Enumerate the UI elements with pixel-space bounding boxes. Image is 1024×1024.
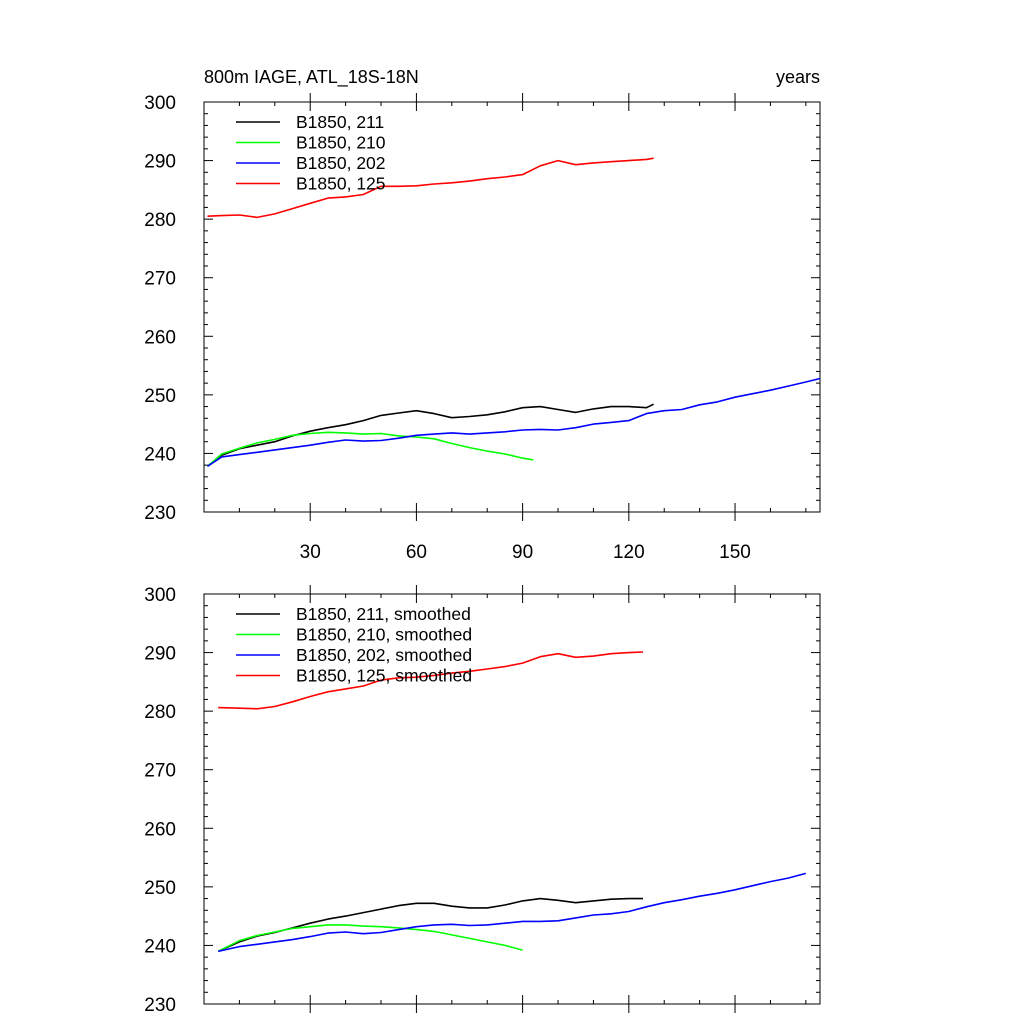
y-tick-label: 270 bbox=[144, 761, 176, 782]
y-tick-label: 300 bbox=[144, 585, 176, 606]
y-tick-label: 250 bbox=[144, 878, 176, 899]
plot-frame bbox=[203, 101, 821, 513]
series-line-1 bbox=[217, 924, 523, 953]
legend-label: B1850, 125, smoothed bbox=[296, 666, 472, 686]
series-line-1 bbox=[206, 431, 534, 467]
y-tick-label: 270 bbox=[144, 269, 176, 290]
y-tick-label: 230 bbox=[144, 503, 176, 524]
y-tick-label: 250 bbox=[144, 386, 176, 407]
y-tick-label: 240 bbox=[144, 444, 176, 465]
series-line-2 bbox=[218, 872, 807, 953]
series-line-3 bbox=[207, 157, 654, 219]
x-tick-label: 60 bbox=[406, 542, 427, 563]
y-tick-label: 290 bbox=[144, 152, 176, 173]
plot-frame bbox=[203, 593, 821, 1005]
x-tick-label: 120 bbox=[613, 542, 645, 563]
x-tick-label: 90 bbox=[512, 542, 533, 563]
top-panel: 230 240 250 260 270 280 290 300 30 60 90 120 150 B185… bbox=[144, 93, 821, 563]
bottom-panel: 230 240 250 260 270 280 290 300 B1850, 211, smoo… bbox=[144, 585, 821, 1016]
y-tick-label: 290 bbox=[144, 644, 176, 665]
legend-label: B1850, 202, smoothed bbox=[296, 645, 472, 665]
y-tick-label: 260 bbox=[144, 327, 176, 348]
y-tick-label: 260 bbox=[144, 819, 176, 840]
x-tick-label: 150 bbox=[719, 542, 751, 563]
series-line-2 bbox=[207, 377, 821, 467]
legend-label: B1850, 211, smoothed bbox=[296, 604, 471, 624]
chart-title: 800m IAGE, ATL_18S-18N bbox=[204, 67, 419, 88]
legend-label: B1850, 211 bbox=[296, 112, 384, 132]
x-tick-label: 30 bbox=[300, 542, 321, 563]
legend-label: B1850, 202 bbox=[296, 153, 386, 173]
chart-unit-label: years bbox=[776, 67, 820, 87]
legend-label: B1850, 210 bbox=[296, 133, 386, 153]
y-tick-label: 280 bbox=[144, 702, 176, 723]
y-tick-label: 300 bbox=[144, 93, 176, 114]
series-line-3 bbox=[218, 651, 644, 710]
legend-label: B1850, 125 bbox=[296, 174, 386, 194]
y-tick-label: 230 bbox=[144, 995, 176, 1016]
legend-label: B1850, 210, smoothed bbox=[296, 625, 472, 645]
series-line-0 bbox=[207, 403, 654, 467]
y-tick-label: 240 bbox=[144, 936, 176, 957]
y-tick-label: 280 bbox=[144, 210, 176, 231]
